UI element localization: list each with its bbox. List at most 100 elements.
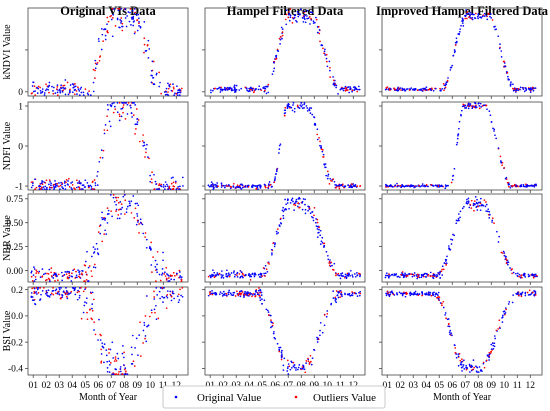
outlier-point [319, 40, 321, 43]
original-point [171, 290, 174, 293]
original-point [338, 274, 341, 277]
original-point [463, 205, 465, 208]
outlier-point [145, 151, 147, 154]
outlier-point [114, 358, 117, 360]
x-tick-label: 08 [120, 381, 130, 391]
outlier-point [174, 182, 177, 184]
outlier-point [76, 179, 78, 182]
original-point [509, 83, 512, 86]
original-point [164, 188, 166, 190]
original-point [162, 259, 164, 262]
outlier-point [528, 289, 531, 292]
outlier-point [242, 293, 245, 296]
outlier-point [118, 115, 121, 118]
outlier-point [92, 68, 95, 71]
panel-r2-c1: -101 [15, 101, 189, 193]
outlier-point [123, 368, 126, 371]
original-point [493, 342, 496, 345]
original-point [235, 185, 238, 188]
outlier-point [39, 188, 42, 190]
outlier-point [280, 358, 283, 361]
original-point [516, 275, 519, 277]
original-point [222, 290, 225, 293]
outlier-point [315, 18, 318, 21]
outlier-point [335, 274, 337, 277]
outlier-point [57, 290, 60, 293]
original-point [41, 188, 43, 190]
original-point [295, 198, 298, 201]
original-point [467, 197, 470, 200]
original-point [162, 296, 165, 299]
original-point [509, 267, 511, 269]
original-point [209, 274, 211, 277]
original-point [324, 166, 327, 169]
outlier-point [323, 52, 325, 55]
original-point [477, 371, 480, 373]
original-point [229, 187, 232, 190]
original-point [532, 89, 535, 92]
legend-box [162, 385, 386, 409]
original-point [82, 184, 85, 186]
original-point [257, 273, 260, 276]
original-point [113, 8, 116, 10]
original-point [525, 185, 527, 188]
outlier-point [169, 83, 172, 86]
original-point [451, 238, 454, 241]
original-point [133, 32, 136, 35]
original-point [316, 236, 319, 238]
original-point [161, 274, 163, 276]
outlier-point [134, 207, 137, 210]
original-point [313, 349, 316, 351]
outlier-point [103, 129, 106, 131]
x-tick-label: 06 [93, 381, 103, 391]
original-point [497, 241, 500, 243]
x-tick-label: 06 [447, 381, 457, 391]
outlier-point [47, 273, 50, 275]
outlier-point [307, 357, 309, 360]
original-point [476, 366, 479, 369]
original-point [339, 277, 342, 280]
original-point [116, 111, 119, 114]
outlier-point [316, 133, 319, 136]
outlier-point [73, 93, 76, 96]
original-point [517, 89, 520, 92]
outlier-point [142, 342, 144, 344]
original-point [316, 228, 319, 230]
original-point [78, 294, 81, 297]
original-point [490, 121, 493, 123]
outlier-point [225, 292, 228, 295]
original-point [434, 87, 437, 90]
original-point [484, 205, 487, 208]
original-point [54, 92, 57, 94]
original-point [323, 164, 326, 166]
original-point [429, 271, 432, 274]
original-point [315, 16, 317, 19]
original-point [465, 9, 467, 11]
original-point [443, 87, 446, 90]
outlier-point [149, 315, 151, 318]
original-point [291, 109, 294, 112]
original-point [163, 91, 166, 93]
outlier-point [487, 13, 490, 16]
original-point [401, 293, 404, 295]
original-point [136, 215, 139, 217]
original-point [533, 275, 535, 277]
original-point [227, 293, 230, 296]
original-point [480, 197, 482, 200]
original-point [352, 183, 355, 185]
original-point [461, 20, 463, 22]
original-point [128, 200, 130, 203]
original-point [278, 348, 281, 351]
original-point [421, 274, 424, 277]
original-point [334, 184, 337, 186]
original-point [472, 204, 475, 207]
original-point [445, 262, 448, 265]
outlier-point [117, 196, 120, 199]
outlier-point [71, 272, 73, 275]
outlier-point [106, 129, 109, 132]
outlier-point [66, 81, 69, 84]
original-point [91, 307, 93, 310]
outlier-point [505, 308, 507, 311]
outlier-point [62, 84, 65, 87]
original-point [71, 83, 74, 85]
